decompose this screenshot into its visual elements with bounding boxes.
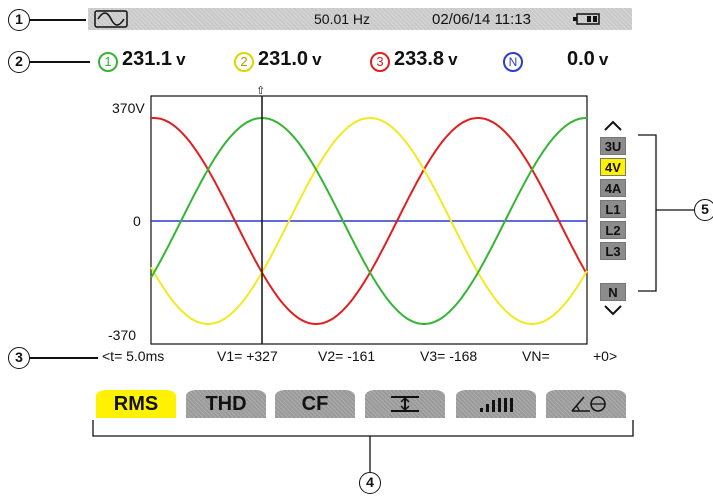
tab-phasor[interactable]: [546, 390, 626, 418]
neutral-unit: v: [598, 50, 609, 69]
datetime-readout: 02/06/14 11:13: [432, 11, 531, 28]
neutral-icon: N: [503, 52, 523, 72]
v3-readout: V3= -168: [420, 348, 478, 364]
phase-2-value: 231.0: [258, 48, 309, 70]
v2-readout: V2= -161: [318, 348, 376, 364]
tab-rms[interactable]: RMS: [96, 390, 176, 418]
y-zero-label: 0: [133, 213, 141, 229]
status-bar: 50.01 Hz 02/06/14 11:13: [88, 8, 632, 30]
scroll-up-icon[interactable]: [603, 119, 623, 137]
plot-frame: [150, 95, 588, 345]
scope-button-4v[interactable]: 4V: [600, 158, 626, 176]
scope-button-l1[interactable]: L1: [600, 200, 626, 218]
callout-3-leader: [30, 357, 98, 359]
v1-readout: V1= +327: [217, 348, 278, 364]
phase-3-waveform: [150, 117, 588, 325]
scope-button-l2[interactable]: L2: [600, 221, 626, 239]
callout-3: 3: [8, 347, 30, 369]
phase-3-icon: 3: [370, 52, 390, 72]
phase-2-icon: 2: [234, 52, 254, 72]
phasor-angle-icon: [571, 396, 606, 412]
phase-3-value: 233.8: [394, 48, 445, 70]
frequency-readout: 50.01 Hz: [314, 11, 371, 27]
neutral-value: 0.0: [567, 48, 595, 70]
phase-2-unit: v: [312, 50, 322, 69]
tab-bar-graph[interactable]: [456, 390, 536, 418]
callout-2-leader: [30, 61, 90, 63]
callout-1-leader: [30, 19, 86, 21]
y-min-label: -370: [108, 327, 137, 343]
scope-button-n[interactable]: N: [600, 283, 626, 301]
scope-button-4a[interactable]: 4A: [600, 179, 626, 197]
tab-vertical-range[interactable]: [365, 390, 445, 418]
phase-2-waveform: [150, 117, 588, 325]
callout-4: 4: [359, 472, 381, 494]
vn-readout: VN=: [522, 348, 550, 364]
vertical-range-icon: [391, 396, 419, 412]
callout-5-bracket: [638, 134, 694, 292]
bar-graph-icon: [480, 398, 513, 412]
y-max-label: 370V: [112, 100, 145, 116]
tab-cf[interactable]: CF: [275, 390, 355, 418]
callout-2: 2: [8, 51, 30, 73]
battery-icon: [572, 12, 602, 31]
tab-thd[interactable]: THD: [186, 390, 266, 418]
callout-5: 5: [694, 199, 713, 221]
phase-1-waveform: [150, 117, 587, 325]
phase-1-value: 231.1: [122, 48, 173, 70]
cursor-time-readout: <t= 5.0ms: [102, 348, 165, 364]
vn-value-readout: +0>: [593, 348, 618, 364]
scope-button-3u[interactable]: 3U: [600, 137, 626, 155]
phase-1-unit: v: [176, 50, 186, 69]
callout-1: 1: [8, 9, 30, 31]
waveform-mode-icon: [94, 10, 128, 33]
cursor-marker: ⇧: [256, 85, 266, 97]
phase-1-icon: 1: [98, 52, 118, 72]
callout-4-bracket: [92, 420, 634, 472]
scope-button-l3[interactable]: L3: [600, 242, 626, 260]
phase-3-unit: v: [448, 50, 458, 69]
scroll-down-icon[interactable]: [603, 303, 623, 321]
